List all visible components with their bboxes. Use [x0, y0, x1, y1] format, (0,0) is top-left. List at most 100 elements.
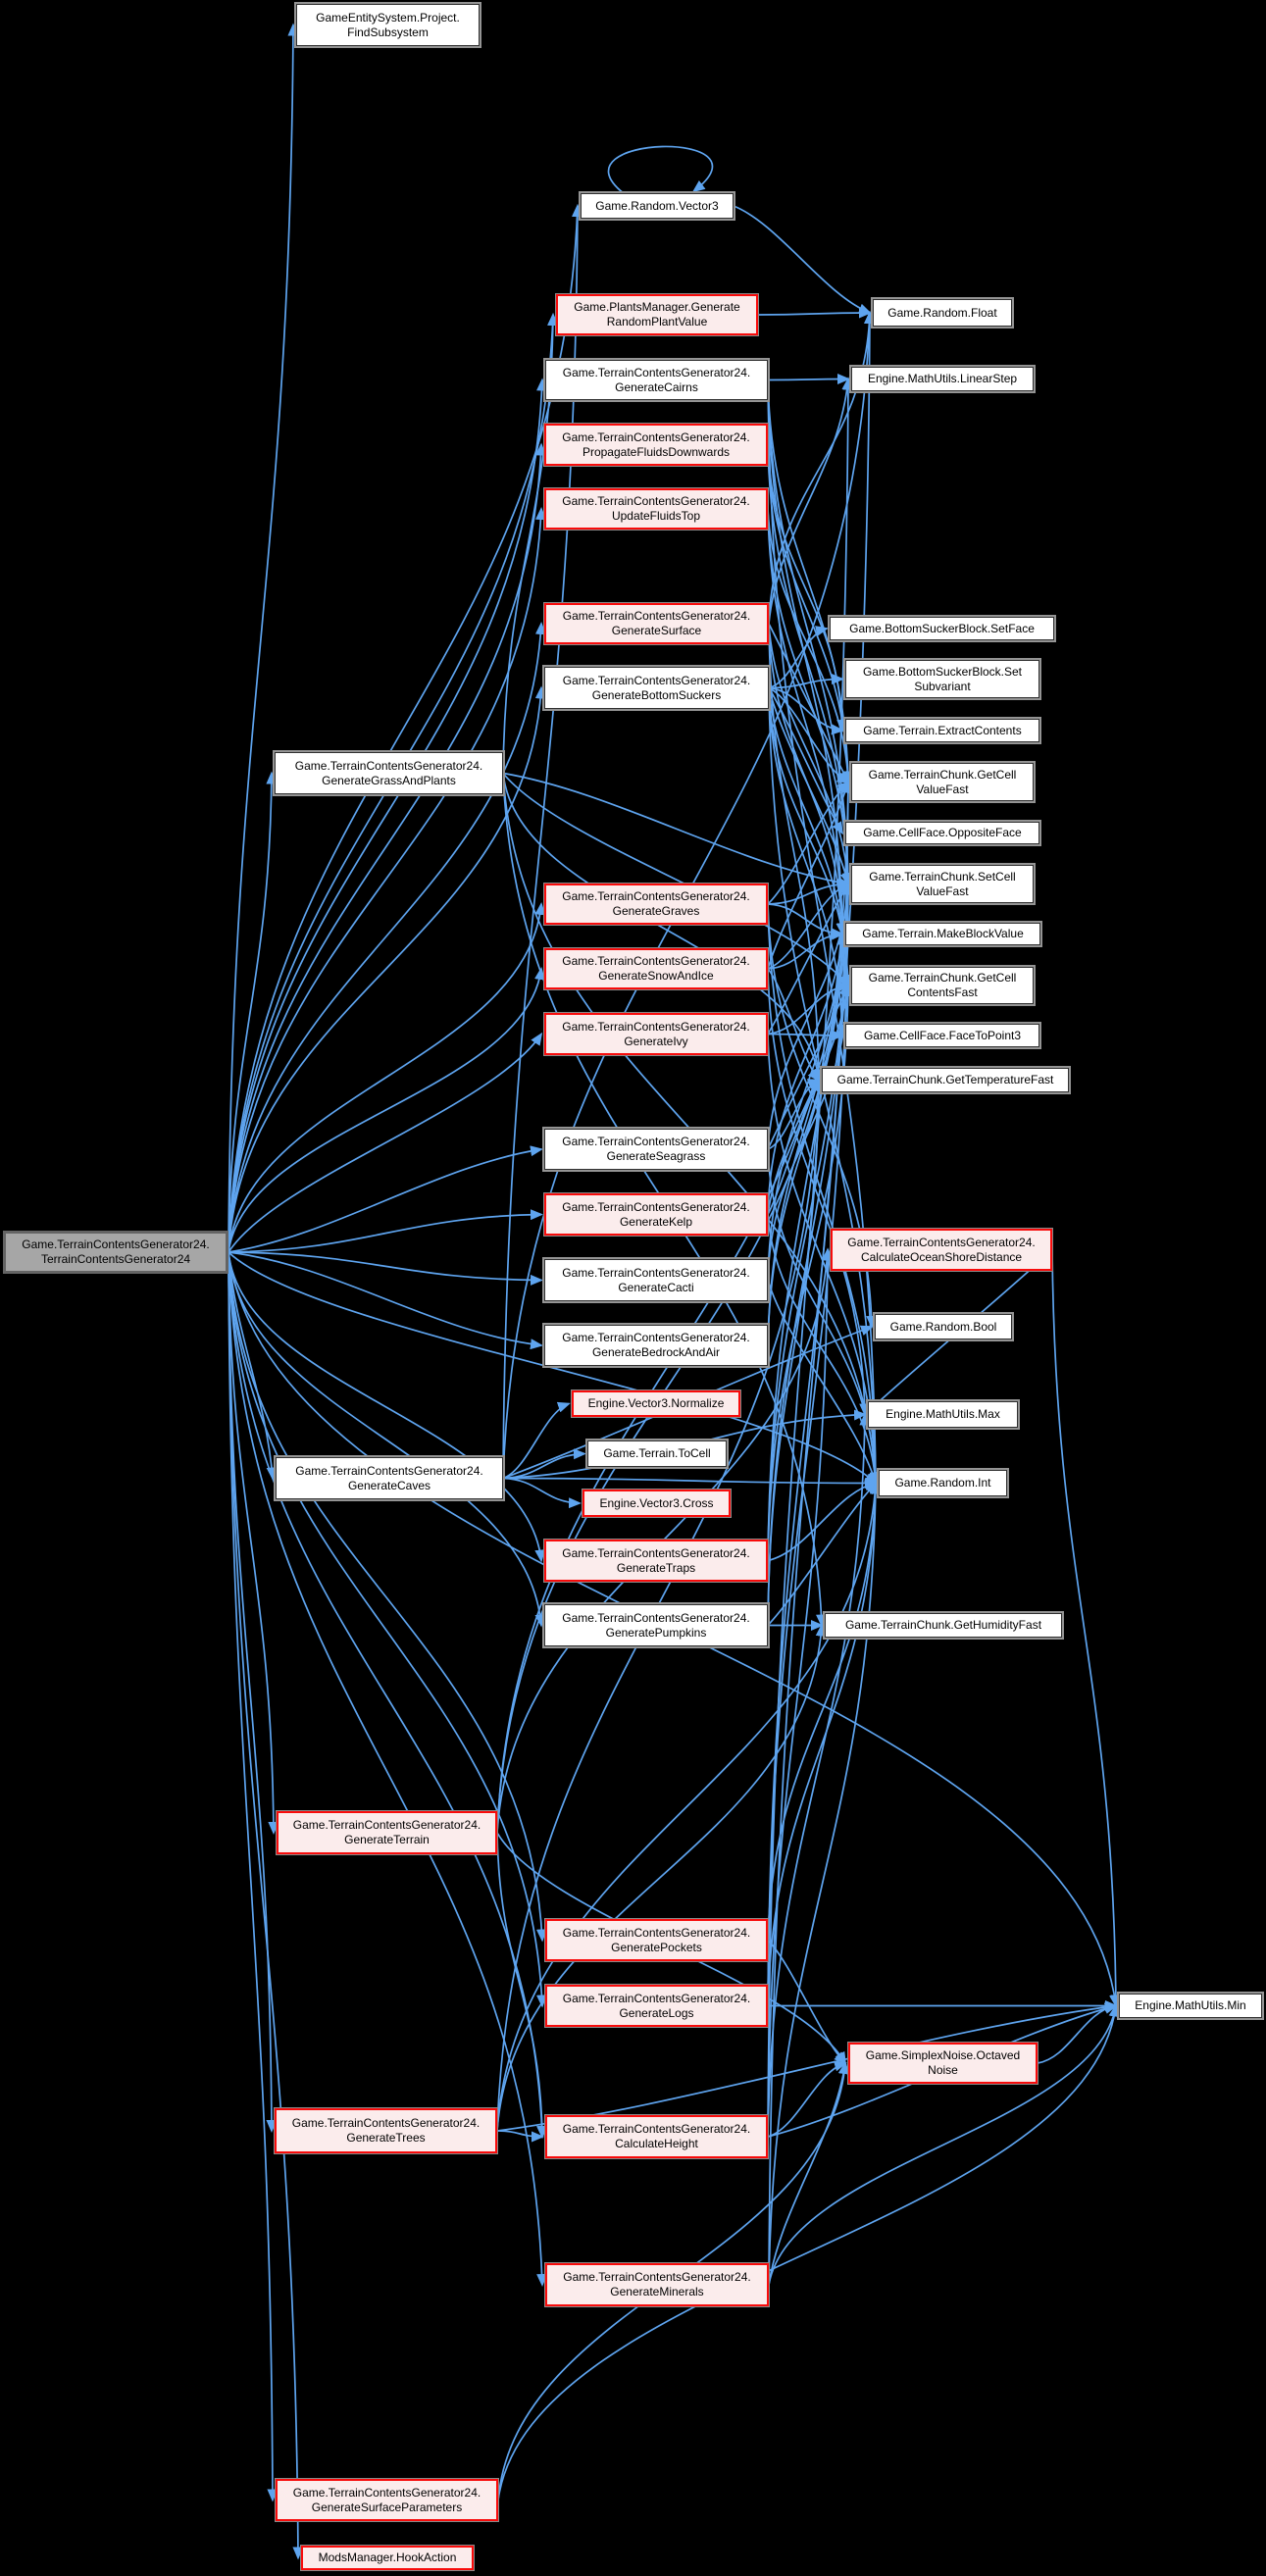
node-label: GenerateLogs: [619, 2005, 694, 2020]
node-octaved-noise[interactable]: Game.SimplexNoise.Octaved Noise: [848, 2043, 1038, 2084]
node-label: Game.TerrainContentsGenerator24.: [562, 1331, 750, 1344]
node-get-cell-contents-fast[interactable]: Game.TerrainChunk.GetCell ContentsFast: [851, 967, 1034, 1004]
node-set-face[interactable]: Game.BottomSuckerBlock.SetFace: [830, 617, 1054, 640]
edge-generate-surface-parameters-mathutils-min: [497, 2003, 1120, 2500]
node-set-cell-value-fast[interactable]: Game.TerrainChunk.SetCell ValueFast: [851, 865, 1034, 903]
node-generate-logs[interactable]: Game.TerrainContentsGenerator24. Generate…: [545, 1985, 768, 2027]
node-face-to-point3[interactable]: Game.CellFace.FaceToPoint3: [845, 1024, 1039, 1047]
node-generate-kelp[interactable]: Game.TerrainContentsGenerator24. Generate…: [544, 1193, 768, 1236]
edge-generate-minerals-octaved-noise: [768, 2061, 849, 2286]
node-label: GenerateTerrain: [344, 1833, 430, 1846]
node-generate-grass-and-plants[interactable]: Game.TerrainContentsGenerator24. Generate…: [275, 752, 503, 794]
node-generate-snow-and-ice[interactable]: Game.TerrainContentsGenerator24. Generate…: [544, 948, 768, 989]
node-label: ContentsFast: [907, 985, 978, 999]
node-label: Game.TerrainContentsGenerator24.: [563, 2270, 751, 2284]
node-label: Game.TerrainContentsGenerator24.: [562, 429, 750, 444]
edge-calculate-height-mathutils-linear-step: [767, 377, 854, 2138]
node-generate-pumpkins[interactable]: Game.TerrainContentsGenerator24. Generate…: [544, 1604, 768, 1646]
node-label: Game.TerrainContentsGenerator24.: [847, 1235, 1036, 1249]
node-generate-ivy[interactable]: Game.TerrainContentsGenerator24. Generate…: [544, 1013, 768, 1055]
edge-generate-traps-get-cell-value-fast: [767, 780, 854, 1561]
node-label: RandomPlantValue: [606, 315, 708, 328]
node-mathutils-linear-step[interactable]: Engine.MathUtils.LinearStep: [851, 367, 1034, 391]
node-label: Game.TerrainChunk.GetCell: [868, 971, 1017, 985]
node-label: Game.BottomSuckerBlock.SetFace: [849, 621, 1035, 635]
node-make-block-value[interactable]: Game.Terrain.MakeBlockValue: [845, 923, 1040, 945]
edge-generate-minerals-mathutils-min: [768, 2003, 1120, 2286]
node-get-humidity-fast[interactable]: Game.TerrainChunk.GetHumidityFast: [825, 1613, 1062, 1638]
node-terrain-to-cell[interactable]: Game.Terrain.ToCell: [587, 1440, 727, 1467]
node-label: GenerateCairns: [615, 379, 698, 394]
edge-root-hook-action: [228, 1251, 304, 2560]
node-opposite-face[interactable]: Game.CellFace.OppositeFace: [845, 822, 1039, 844]
edge-generate-surface-random-float: [768, 311, 876, 625]
node-generate-random-plant-value[interactable]: Game.PlantsManager.Generate RandomPlantVa…: [556, 294, 758, 335]
edge-generate-cacti-random-int: [767, 1280, 879, 1486]
node-propagate-fluids-downwards[interactable]: Game.TerrainContentsGenerator24. Propagat…: [544, 424, 768, 466]
edge-generate-snow-and-ice-make-block-value: [767, 929, 844, 970]
node-generate-caves[interactable]: Game.TerrainContentsGenerator24. Generate…: [276, 1457, 503, 1499]
node-generate-bedrock-and-air[interactable]: Game.TerrainContentsGenerator24. Generate…: [544, 1325, 768, 1366]
node-calculate-height[interactable]: Game.TerrainContentsGenerator24. Calculat…: [545, 2115, 768, 2158]
node-get-temperature-fast[interactable]: Game.TerrainChunk.GetTemperatureFast: [822, 1068, 1069, 1092]
node-generate-traps[interactable]: Game.TerrainContentsGenerator24. Generate…: [544, 1540, 768, 1582]
node-generate-trees[interactable]: Game.TerrainContentsGenerator24. Generate…: [275, 2108, 497, 2153]
node-find-subsystem[interactable]: GameEntitySystem.Project. FindSubsystem: [296, 4, 480, 46]
node-extract-contents[interactable]: Game.Terrain.ExtractContents: [845, 719, 1039, 742]
node-label: Game.TerrainContentsGenerator24.: [294, 758, 483, 773]
node-random-bool[interactable]: Game.Random.Bool: [875, 1314, 1012, 1339]
node-vector3-cross[interactable]: Engine.Vector3.Cross: [582, 1490, 731, 1517]
edge-generate-grass-and-plants-random-int: [502, 773, 881, 1486]
node-generate-pockets[interactable]: Game.TerrainContentsGenerator24. Generate…: [545, 1919, 768, 1961]
node-label: GenerateMinerals: [610, 2285, 704, 2298]
node-update-fluids-top[interactable]: Game.TerrainContentsGenerator24. UpdateFl…: [544, 488, 768, 530]
edge-root-generate-seagrass: [228, 1145, 543, 1253]
node-label: GameEntitySystem.Project.: [316, 10, 460, 25]
edge-generate-caves-vector3-cross: [502, 1477, 582, 1509]
edge-generate-grass-and-plants-get-cell-contents-fast: [502, 772, 850, 987]
node-label: Game.TerrainChunk.SetCell: [869, 869, 1016, 884]
node-generate-terrain[interactable]: Game.TerrainContentsGenerator24. Generate…: [277, 1811, 497, 1854]
node-label: Game.TerrainContentsGenerator24.: [562, 673, 751, 687]
node-random-float[interactable]: Game.Random.Float: [873, 299, 1012, 327]
node-label: GenerateCaves: [347, 1478, 431, 1492]
node-generate-surface-parameters[interactable]: Game.TerrainContentsGenerator24. Generate…: [276, 2479, 498, 2521]
node-label: GenerateSeagrass: [606, 1149, 706, 1163]
node-vector3-normalize[interactable]: Engine.Vector3.Normalize: [572, 1390, 740, 1417]
node-generate-bottom-suckers[interactable]: Game.TerrainContentsGenerator24. Generate…: [544, 667, 769, 709]
node-generate-cacti[interactable]: Game.TerrainContentsGenerator24. Generate…: [544, 1259, 768, 1301]
node-calculate-ocean-shore-distance[interactable]: Game.TerrainContentsGenerator24. Calculat…: [831, 1229, 1052, 1271]
node-label: GenerateSnowAndIce: [598, 969, 714, 983]
node-mathutils-min[interactable]: Engine.MathUtils.Min: [1119, 1994, 1262, 2018]
edge-root-generate-bottom-suckers: [228, 685, 546, 1253]
edge-root-find-subsystem: [228, 23, 299, 1253]
edge-root-generate-minerals: [228, 1251, 548, 2287]
edge-root-generate-pumpkins: [228, 1251, 546, 1628]
node-get-cell-value-fast[interactable]: Game.TerrainChunk.GetCell ValueFast: [851, 763, 1034, 801]
node-label: Game.TerrainContentsGenerator24.: [562, 494, 750, 508]
edge-root-random-int: [228, 1251, 878, 1485]
node-random-vector3[interactable]: Game.Random.Vector3: [581, 193, 734, 219]
edge-generate-bedrock-and-air-make-block-value: [767, 932, 848, 1346]
edge-root-generate-surface: [228, 622, 546, 1253]
node-generate-seagrass[interactable]: Game.TerrainContentsGenerator24. Generate…: [544, 1129, 768, 1170]
edge-calculate-height-mathutils-max: [767, 1412, 871, 2138]
node-generate-surface[interactable]: Game.TerrainContentsGenerator24. Generate…: [544, 603, 769, 644]
edge-generate-bottom-suckers-set-subvariant: [768, 674, 844, 689]
edge-calculate-ocean-shore-distance-mathutils-min: [1051, 1249, 1122, 2008]
node-generate-graves[interactable]: Game.TerrainContentsGenerator24. Generate…: [544, 884, 768, 925]
node-generate-minerals[interactable]: Game.TerrainContentsGenerator24. Generate…: [545, 2263, 769, 2306]
node-label: Game.CellFace.FaceToPoint3: [863, 1028, 1022, 1042]
edge-update-fluids-top-get-cell-value-fast: [767, 508, 853, 784]
node-mathutils-max[interactable]: Engine.MathUtils.Max: [868, 1401, 1018, 1428]
node-random-int[interactable]: Game.Random.Int: [879, 1470, 1007, 1496]
node-label: Game.TerrainContentsGenerator24.: [291, 2116, 481, 2130]
node-hook-action[interactable]: ModsManager.HookAction: [301, 2546, 474, 2570]
node-label: TerrainContentsGenerator24: [40, 1252, 191, 1266]
edge-generate-trees-calculate-height: [496, 2130, 544, 2143]
node-set-subvariant[interactable]: Game.BottomSuckerBlock.Set Subvariant: [845, 660, 1039, 698]
edge-generate-snow-and-ice-get-temperature-fast: [767, 968, 821, 1083]
node-label: Engine.Vector3.Normalize: [587, 1396, 725, 1410]
node-generate-cairns[interactable]: Game.TerrainContentsGenerator24. Generate…: [545, 360, 768, 400]
edge-generate-trees-get-humidity-fast: [496, 1623, 827, 2132]
